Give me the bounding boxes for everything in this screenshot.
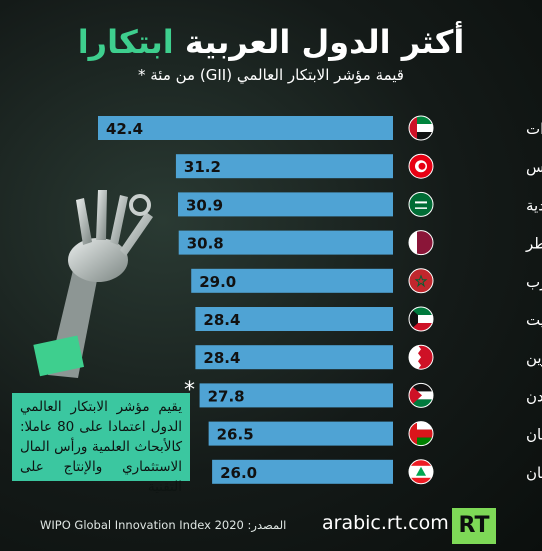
bar [98, 116, 393, 140]
morocco-flag-icon [408, 268, 434, 294]
bahrain-flag-icon [408, 344, 434, 370]
bar [191, 268, 393, 293]
bar [175, 154, 393, 179]
bar-value-label: 26.0 [220, 464, 257, 482]
saudi-flag-icon [408, 191, 434, 217]
category-label: الإمارات [526, 120, 542, 138]
bar-value-label: 31.2 [184, 158, 221, 176]
bar [195, 345, 393, 370]
kuwait-flag-icon [408, 306, 434, 332]
bar [195, 307, 393, 331]
bar [178, 230, 393, 255]
bar-value-label: 27.8 [208, 387, 245, 405]
jordan-flag-icon [408, 382, 434, 408]
robot-hand-image [33, 190, 153, 378]
source-text: المصدر: WIPO Global Innovation Index 202… [40, 518, 287, 532]
bar-value-label: 30.8 [187, 235, 224, 253]
bar-value-label: 26.5 [217, 426, 254, 444]
uae-flag-icon [408, 115, 434, 141]
category-label: الأردن [526, 386, 542, 405]
title-green: ابتكارا [77, 23, 174, 61]
category-label: الكويت [526, 311, 542, 329]
category-label: تونس [526, 158, 542, 176]
rt-logo: RT [452, 508, 496, 544]
oman-flag-icon [408, 421, 434, 447]
bar [178, 192, 393, 217]
page-title: أكثر الدول العربية ابتكارا [0, 22, 542, 62]
category-label: سلطنة عمان [526, 426, 542, 444]
bar-value-label: 28.4 [203, 311, 240, 329]
qatar-flag-icon [408, 230, 434, 256]
bar-value-label: 42.4 [106, 120, 143, 138]
category-label: المغرب [526, 273, 542, 291]
bar [208, 421, 393, 446]
chart-subtitle: قيمة مؤشر الابتكار العالمي (GII) من مئة … [138, 66, 404, 84]
category-label: قطر [525, 235, 542, 253]
bar-value-label: 28.4 [203, 349, 240, 367]
bar [212, 459, 393, 484]
title-white: أكثر الدول العربية [184, 23, 465, 61]
category-label: البحرين [526, 349, 542, 367]
category-label: السعودية [526, 196, 542, 214]
note-box: يقيم مؤشر الابتكار العالمي الدول اعتمادا… [12, 393, 190, 495]
bar-value-label: 30.9 [186, 196, 223, 214]
lebanon-flag-icon [408, 459, 434, 485]
bar [199, 383, 393, 408]
site-url: arabic.rt.com [322, 512, 449, 534]
bar-value-label: 29.0 [199, 273, 236, 291]
note-asterisk: * [184, 378, 195, 403]
tunisia-flag-icon [408, 153, 434, 179]
category-label: لبنان [526, 464, 542, 482]
